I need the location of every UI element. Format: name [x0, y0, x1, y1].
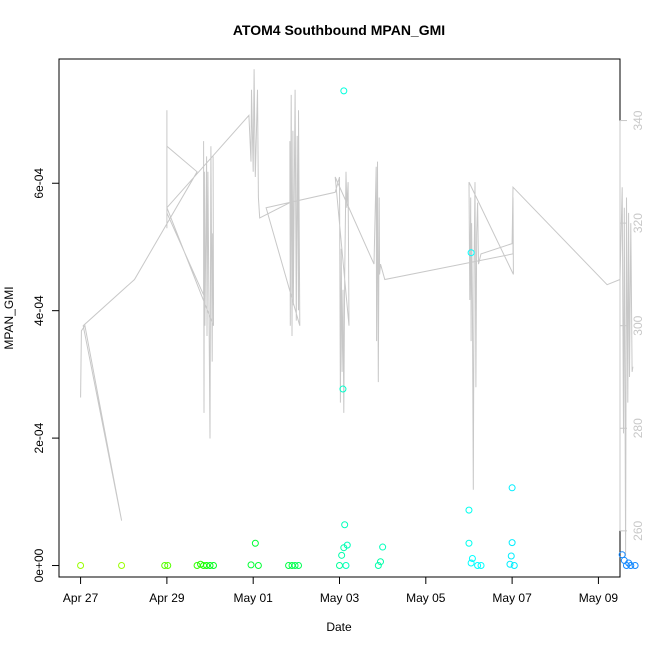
data-point	[254, 562, 262, 570]
y-tick-label: 4e-04	[32, 295, 46, 326]
data-point	[338, 551, 346, 559]
data-point	[295, 562, 303, 570]
data-point	[510, 562, 518, 570]
data-point	[474, 562, 482, 570]
data-point	[342, 562, 350, 570]
data-point	[339, 385, 347, 393]
y-axis-label: MPAN_GMI	[2, 286, 16, 349]
data-point	[508, 484, 516, 492]
data-point	[627, 562, 635, 570]
y2-tick-label: 300	[631, 315, 645, 335]
x-tick-label: May 05	[406, 591, 446, 605]
data-point	[374, 562, 382, 570]
data-point	[77, 562, 85, 570]
x-tick-label: May 09	[579, 591, 619, 605]
y2-tick-label: 320	[631, 213, 645, 233]
y2-tick-label: 280	[631, 418, 645, 438]
data-point	[468, 555, 476, 563]
data-point	[251, 539, 259, 547]
y2-axis: 260 280 300 320 340	[619, 110, 645, 541]
data-point	[209, 562, 217, 570]
data-point	[340, 87, 348, 95]
x-tick-label: May 07	[492, 591, 532, 605]
x-axis-label: Date	[326, 620, 352, 634]
x-tick-label: Apr 29	[149, 591, 185, 605]
y-tick-label: 2e-04	[32, 422, 46, 453]
data-point	[508, 539, 516, 547]
secondary-line	[80, 69, 634, 557]
data-point	[291, 562, 299, 570]
data-point	[336, 562, 343, 570]
data-point	[161, 562, 169, 570]
data-point	[118, 562, 126, 570]
data-point	[465, 506, 473, 514]
y-tick-label: 0e+00	[32, 548, 46, 582]
data-point	[467, 559, 475, 567]
data-point	[631, 562, 639, 570]
x-tick-label: Apr 27	[63, 591, 99, 605]
y-tick-label: 6e-04	[32, 168, 46, 199]
data-point	[379, 543, 387, 551]
x-tick-label: May 01	[234, 591, 274, 605]
x-axis: Apr 27 Apr 29 May 01 May 03 May 05 May 07 May …	[63, 576, 619, 605]
y-axis: 0e+00 2e-04 4e-04 6e-04	[32, 168, 60, 582]
secondary-line-layer	[80, 69, 634, 557]
data-point	[343, 541, 351, 549]
data-point	[247, 561, 255, 569]
data-point	[164, 562, 172, 570]
data-point	[341, 521, 349, 529]
data-point	[507, 552, 515, 560]
points-layer	[77, 87, 639, 570]
y2-tick-label: 260	[631, 521, 645, 541]
data-point	[477, 562, 485, 570]
data-point	[467, 249, 475, 257]
data-point	[203, 562, 211, 570]
plot-area	[58, 58, 621, 578]
data-point	[206, 562, 214, 570]
data-point	[376, 558, 384, 566]
data-point	[193, 562, 201, 570]
data-point	[506, 560, 514, 568]
data-point	[465, 539, 473, 547]
y2-tick-label: 340	[631, 110, 645, 130]
x-tick-label: May 03	[320, 591, 360, 605]
chart-title: ATOM4 Southbound MPAN_GMI	[233, 22, 445, 38]
